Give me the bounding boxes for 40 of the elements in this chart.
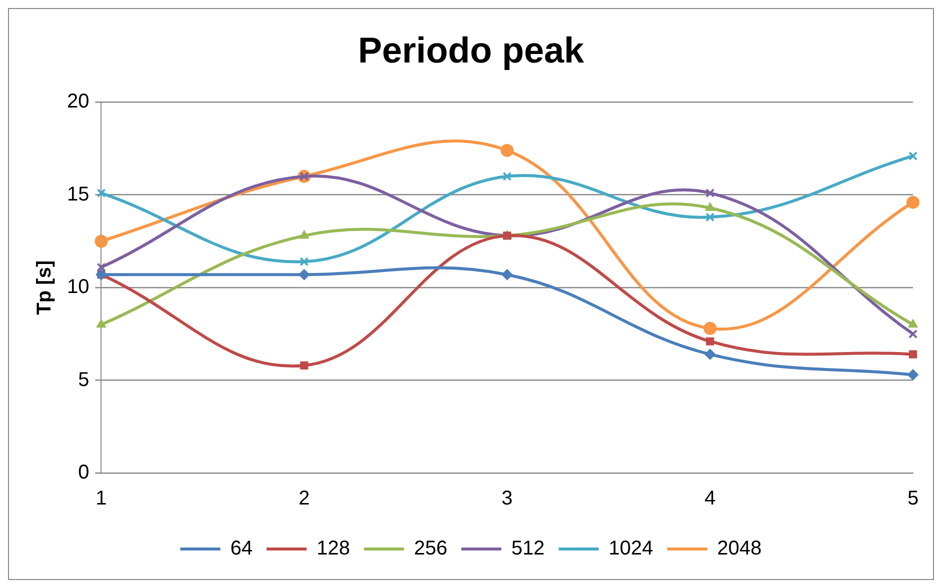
point bbox=[300, 257, 309, 266]
point bbox=[908, 350, 918, 358]
point bbox=[704, 322, 717, 335]
chart-title: Periodo peak bbox=[358, 30, 586, 71]
y-tick-label: 0 bbox=[78, 462, 90, 484]
point bbox=[502, 172, 512, 181]
x-tick-label: 1 bbox=[96, 488, 107, 510]
y-tick-label: 5 bbox=[78, 368, 90, 391]
y-tick-label: 20 bbox=[66, 90, 90, 113]
legend-label: 512 bbox=[511, 538, 545, 560]
legend-label: 256 bbox=[414, 538, 448, 560]
point bbox=[96, 319, 106, 328]
x-tick-label: 5 bbox=[907, 488, 919, 510]
x-tick-label: 4 bbox=[704, 488, 716, 510]
point bbox=[96, 262, 106, 272]
point bbox=[299, 230, 310, 239]
y-axis-title: Tp [s] bbox=[34, 260, 56, 315]
point bbox=[706, 212, 715, 222]
point bbox=[502, 269, 513, 280]
legend-label: 64 bbox=[230, 538, 253, 560]
point bbox=[705, 202, 715, 211]
legend-label: 128 bbox=[316, 538, 350, 560]
point bbox=[908, 369, 918, 380]
point bbox=[908, 329, 918, 338]
point bbox=[704, 348, 716, 360]
point bbox=[908, 151, 918, 160]
point bbox=[706, 337, 714, 346]
legend-label: 2048 bbox=[717, 538, 762, 560]
point bbox=[500, 144, 514, 157]
x-tick-label: 3 bbox=[502, 488, 513, 510]
legend-label: 1024 bbox=[608, 538, 654, 560]
x-tick-label: 2 bbox=[298, 488, 310, 510]
y-tick-label: 10 bbox=[66, 276, 90, 298]
point bbox=[298, 269, 310, 280]
point bbox=[706, 188, 715, 198]
point bbox=[300, 361, 308, 370]
point bbox=[906, 196, 920, 209]
point bbox=[908, 319, 918, 328]
y-tick-label: 15 bbox=[66, 183, 90, 206]
point bbox=[94, 234, 108, 248]
